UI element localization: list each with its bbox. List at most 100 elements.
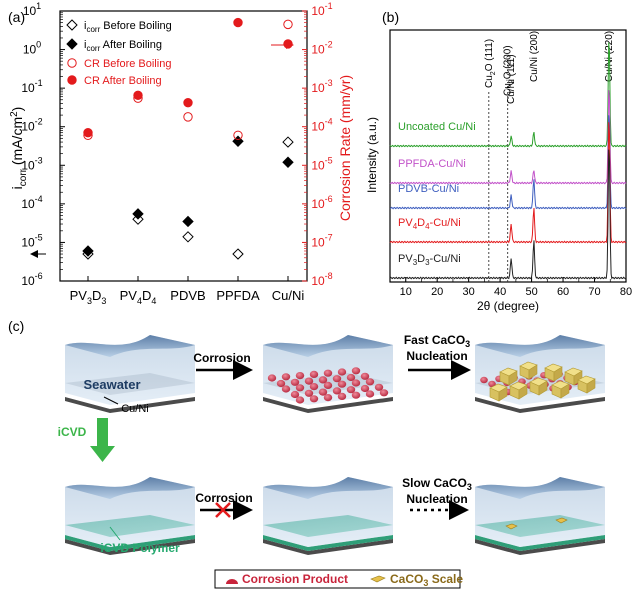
substrate-edge xyxy=(475,397,605,413)
left-tick-label: 101 xyxy=(23,1,41,18)
panel-b-y-axis-title: Intensity (a.u.) xyxy=(365,117,379,193)
x-category-label-3: PPFDA xyxy=(216,288,260,303)
b-x-tick-label: 10 xyxy=(400,286,412,298)
corrosion-label-bottom: Corrosion xyxy=(195,491,252,505)
corrosion-bump xyxy=(295,396,305,404)
caco3-crystal-front xyxy=(528,364,538,380)
corrosion-bump xyxy=(365,390,375,398)
series-3-point-3 xyxy=(233,17,243,28)
corrosion-bump xyxy=(323,369,333,377)
corrosion-product-icon xyxy=(226,579,238,584)
xrd-trace-3 xyxy=(389,122,627,244)
b-x-tick-label: 80 xyxy=(620,286,632,298)
corrosion-bump xyxy=(332,387,342,395)
legend-label-3: CR After Boiling xyxy=(84,75,162,87)
corrosion-bump xyxy=(346,373,356,382)
legend-marker-0 xyxy=(66,19,78,31)
icvd-label: iCVD xyxy=(58,425,87,439)
panel-b-label: (b) xyxy=(382,9,399,25)
caco3-crystal xyxy=(505,523,518,530)
panel-b-chart: 10 20 30 40 50 60 70 80 Cu2O (111)Cu2O (200)Cu/… xyxy=(365,29,632,313)
schematic-legend-box xyxy=(214,569,461,589)
series-3-point-2 xyxy=(183,97,193,108)
schematic-block-corroded xyxy=(263,335,393,413)
slow-caco3-label: Slow CaCO3 xyxy=(402,476,472,492)
series-1-point-4 xyxy=(282,156,294,168)
b-x-tick-label: 30 xyxy=(463,286,475,298)
caco3-crystal-front xyxy=(560,383,570,399)
corrosion-bump xyxy=(290,378,300,386)
b-x-tick-label: 20 xyxy=(431,286,443,298)
corrosion-bump xyxy=(360,384,370,393)
corrosion-bump xyxy=(318,388,328,396)
right-tick-label: 10-6 xyxy=(311,194,332,211)
corrosion-bump xyxy=(379,389,389,397)
corrosion-bump xyxy=(295,384,305,392)
corrosion-bump xyxy=(488,380,496,388)
panel-a-chart: 10-6 10-5 10-4 10-3 10-2 10-1 100 101 10-8 10-7 1… xyxy=(9,1,353,306)
nucleation-label-top: Nucleation xyxy=(406,349,467,363)
xrd-trace-0 xyxy=(389,42,627,148)
left-tick-label: 10-6 xyxy=(21,271,42,288)
reference-label-0: Cu2O (111) xyxy=(484,39,497,88)
right-tick-label: 10-8 xyxy=(311,271,332,288)
caco3-crystal-front xyxy=(498,386,508,402)
caco3-crystal-front xyxy=(518,384,528,400)
series-0-point-4 xyxy=(282,136,294,148)
series-2-point-3 xyxy=(233,130,243,140)
corrosion-bump xyxy=(480,376,488,384)
corrosion-bump xyxy=(351,391,361,399)
substrate-edge xyxy=(263,539,393,555)
schematic-block-seawater xyxy=(65,335,195,413)
corrosion-bump xyxy=(360,372,370,380)
legend-label-2: CR Before Boiling xyxy=(84,58,171,70)
caco3-crystal-front xyxy=(508,370,518,386)
schematic-block-slow-scale xyxy=(475,477,605,555)
substrate-edge xyxy=(475,539,605,555)
right-tick-label: 10-7 xyxy=(311,232,332,249)
x-category-label-4: Cu/Ni xyxy=(272,288,305,303)
legend-marker-3 xyxy=(67,75,77,85)
panel-a-right-axis-title: Corrosion Rate (mm/yr) xyxy=(337,75,353,221)
corrosion-bump xyxy=(323,394,333,402)
b-x-tick-label: 60 xyxy=(557,286,569,298)
water-surface xyxy=(65,477,195,499)
reference-label-1: Cu2O (200) xyxy=(503,45,516,96)
series-1-point-0 xyxy=(82,245,94,257)
legend-corrosion-product: Corrosion Product xyxy=(242,572,348,586)
icvd-arrow-shaft xyxy=(97,418,108,446)
right-tick-label: 10-2 xyxy=(311,40,332,57)
series-3-point-4 xyxy=(283,39,293,49)
panel-a-frame xyxy=(59,10,308,282)
schematic-block-coated-corrosion xyxy=(263,477,393,555)
panel-a-label: (a) xyxy=(8,9,25,25)
schematic-block-fast-scale xyxy=(475,335,605,413)
right-tick-label: 10-1 xyxy=(311,1,332,18)
b-x-tick-label: 70 xyxy=(588,286,600,298)
right-tick-label: 10-4 xyxy=(311,117,332,134)
left-tick-label: 10-1 xyxy=(21,78,42,95)
xrd-trace-1 xyxy=(389,90,627,185)
corrosion-bump xyxy=(374,383,384,391)
corrosion-bump xyxy=(332,375,342,383)
polymer-layer-edge xyxy=(65,535,195,551)
corrosion-bump xyxy=(281,385,291,393)
corrosion-bump xyxy=(323,381,333,389)
legend-marker-2 xyxy=(67,58,77,68)
x-category-label-0: PV3D3 xyxy=(70,288,107,306)
series-3-point-0 xyxy=(83,127,93,138)
substrate-edge xyxy=(65,397,195,413)
corrosion-bump xyxy=(304,389,314,397)
icvd-polymer-label: iCVD Polymer xyxy=(100,541,180,555)
cu-ni-label: Cu/Ni xyxy=(121,403,149,415)
corrosion-bump xyxy=(276,379,286,388)
substrate-edge xyxy=(65,539,195,555)
seawater-label: Seawater xyxy=(83,377,140,392)
corrosion-bump xyxy=(267,374,277,382)
legend-label-0: icorr Before Boiling xyxy=(84,20,172,34)
corrosion-bump xyxy=(337,392,347,400)
substrate-edge xyxy=(263,397,393,413)
corrosion-bump xyxy=(281,373,291,381)
xrd-label-3: PV4D4-Cu/Ni xyxy=(398,217,461,231)
